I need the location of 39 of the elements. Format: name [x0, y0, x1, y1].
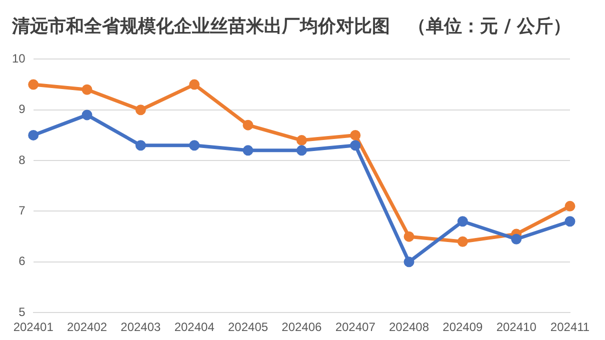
x-tick-label: 202405	[228, 320, 268, 334]
point	[404, 256, 414, 268]
y-tick-label: 6	[18, 254, 26, 268]
y-tick-label: 5	[18, 304, 26, 319]
x-tick-label: 202411	[550, 320, 590, 334]
point	[564, 200, 576, 212]
x-tick-label: 202404	[174, 320, 215, 334]
point	[242, 145, 254, 156]
x-tick-label: 202409	[442, 320, 484, 334]
x-tick-label: 202410	[496, 320, 537, 334]
y-tick-label: 9	[18, 102, 26, 116]
point	[511, 234, 522, 244]
point	[189, 140, 200, 151]
y-tick-label: 7	[18, 204, 26, 218]
point	[350, 140, 361, 151]
x-tick-label: 202401	[13, 320, 54, 334]
point	[404, 231, 414, 242]
point	[28, 130, 39, 140]
x-tick-label: 202403	[120, 320, 162, 334]
y-tick-label: 10	[12, 52, 26, 66]
point	[135, 104, 146, 116]
point	[457, 216, 468, 227]
chart-title: 清远市和全省规模化企业丝苗米出厂均价对比图 （单位：元 / 公斤）	[12, 15, 572, 38]
point	[296, 145, 307, 156]
point	[28, 79, 39, 90]
point	[242, 120, 254, 130]
point	[350, 130, 361, 140]
point	[82, 110, 92, 120]
x-tick-label: 202408	[388, 320, 430, 334]
point	[189, 79, 200, 90]
point	[82, 84, 92, 95]
point	[564, 216, 576, 227]
y-tick-label: 8	[18, 152, 26, 167]
x-tick-label: 202402	[66, 320, 108, 334]
point	[296, 135, 307, 146]
x-tick-label: 202407	[335, 320, 376, 334]
point	[135, 140, 146, 151]
x-tick-label: 202406	[282, 320, 322, 334]
point	[457, 236, 468, 247]
